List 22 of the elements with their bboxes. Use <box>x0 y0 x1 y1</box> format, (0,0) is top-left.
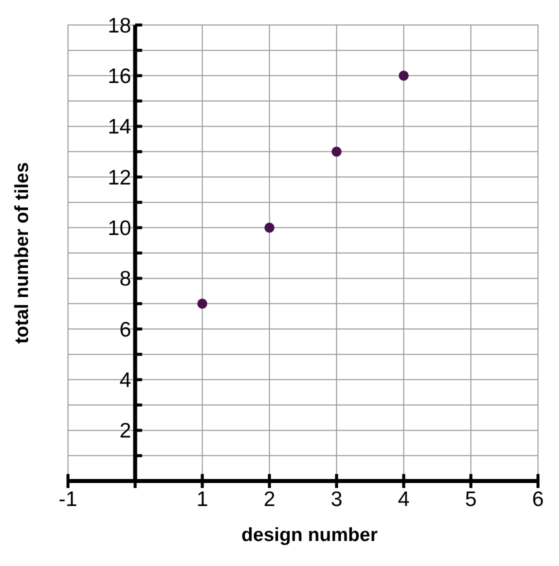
y-axis-title: total number of tiles <box>12 162 33 344</box>
y-tick-label: 6 <box>119 318 132 342</box>
x-tick-label: 1 <box>196 488 208 511</box>
x-tick-label: 3 <box>330 488 342 511</box>
x-tick-label: 4 <box>398 488 410 511</box>
point <box>398 70 409 81</box>
point <box>264 222 274 233</box>
y-tick-label: 2 <box>119 420 132 443</box>
x-tick-label: 6 <box>532 488 544 511</box>
x-axis-title: design number <box>241 525 378 546</box>
x-tick-label: -1 <box>58 488 78 511</box>
y-tick-label: 12 <box>108 166 132 190</box>
y-tick-label: 16 <box>108 65 132 88</box>
x-tick-label: 5 <box>465 488 477 511</box>
y-tick-label: 4 <box>119 369 132 392</box>
x-tick-label: 2 <box>264 488 276 511</box>
point <box>197 298 208 309</box>
y-tick-label: 18 <box>108 14 132 38</box>
point <box>332 146 342 157</box>
y-tick-label: 8 <box>119 268 132 291</box>
y-tick-label: 14 <box>108 116 132 139</box>
y-tick-label: 10 <box>108 217 132 240</box>
